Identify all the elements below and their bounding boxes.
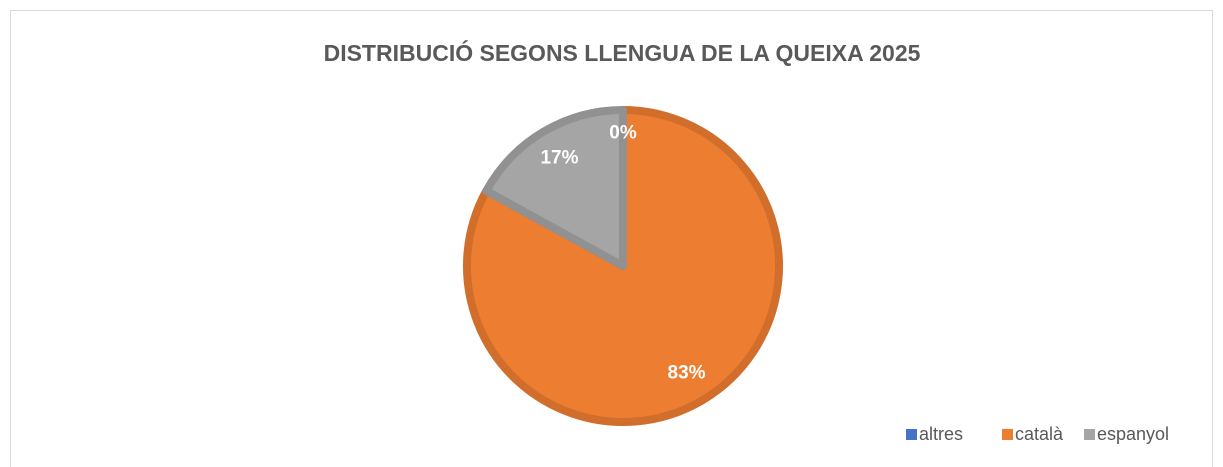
- legend-swatch: [1002, 429, 1013, 440]
- legend-label: altres: [919, 424, 963, 444]
- legend-swatch: [1084, 429, 1095, 440]
- data-label: 17%: [540, 148, 578, 169]
- legend-label: català: [1015, 424, 1064, 444]
- legend-label: espanyol: [1097, 424, 1169, 444]
- data-label: 0%: [609, 122, 637, 143]
- pie-slice: [482, 106, 627, 270]
- data-label: 83%: [668, 362, 706, 383]
- chart-title: DISTRIBUCIÓ SEGONS LLENGUA DE LA QUEIXA …: [324, 39, 921, 66]
- legend-swatch: [906, 429, 917, 440]
